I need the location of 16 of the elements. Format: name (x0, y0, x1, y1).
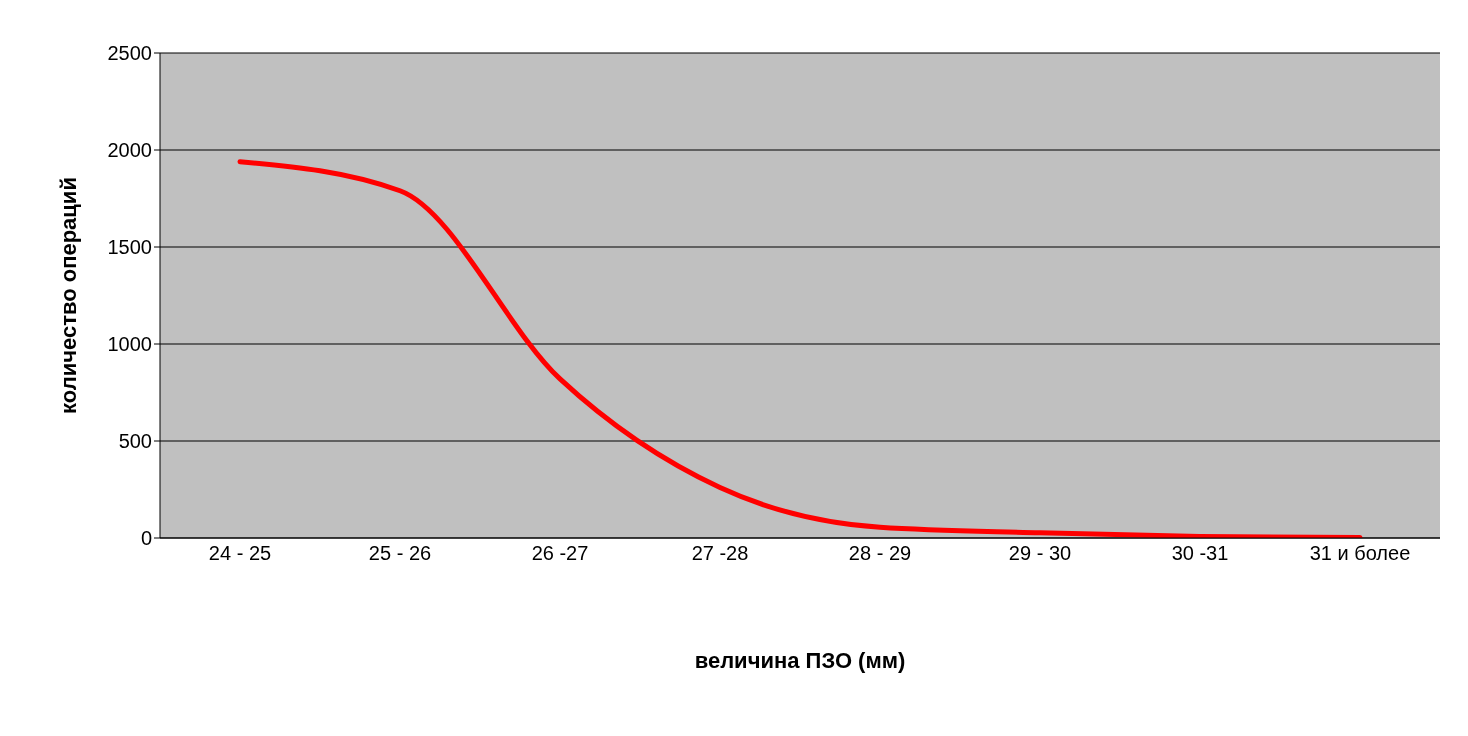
x-tick-label: 31 и более (1309, 542, 1411, 565)
x-tick-label: 26 -27 (531, 542, 589, 565)
y-axis-title: количество операций (55, 177, 81, 414)
x-tick-label: 29 - 30 (1008, 542, 1072, 565)
y-tick-label: 1500 (107, 236, 152, 259)
x-tick-label: 24 - 25 (208, 542, 272, 565)
x-axis-title: величина ПЗО (мм) (694, 648, 906, 673)
x-tick-label: 25 - 26 (368, 542, 432, 565)
y-tick-label: 1000 (107, 333, 152, 356)
x-tick-label: 27 -28 (691, 542, 749, 565)
y-tick-label: 2000 (107, 139, 152, 162)
x-tick-label: 30 -31 (1171, 542, 1229, 565)
y-tick-label: 0 (140, 527, 152, 550)
x-tick-label: 28 - 29 (848, 542, 912, 565)
y-tick-label: 500 (118, 430, 152, 453)
y-tick-label: 2500 (107, 42, 152, 65)
